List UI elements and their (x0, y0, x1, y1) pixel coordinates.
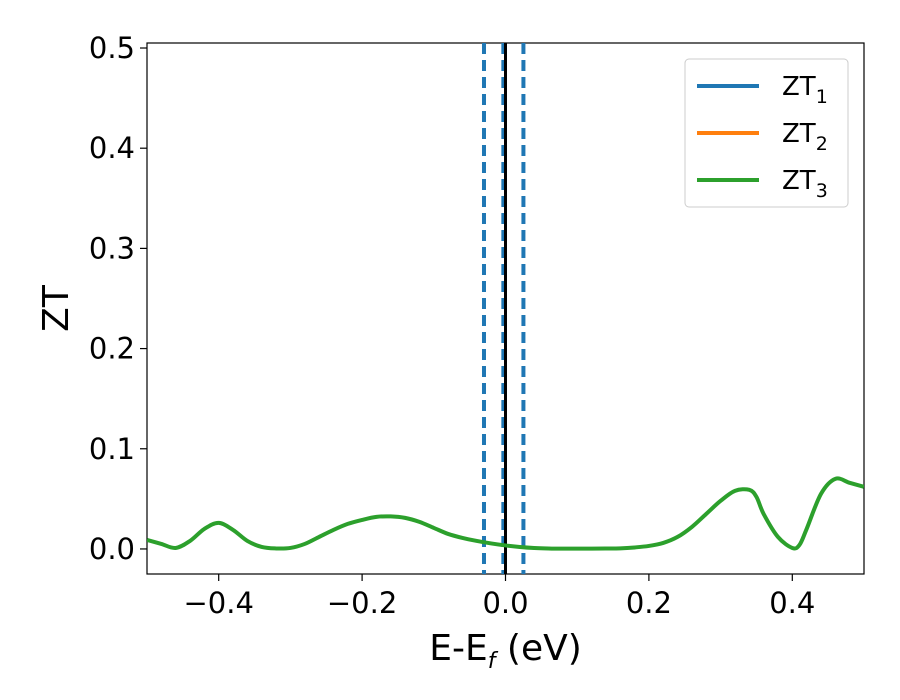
legend-item-3: ZT3 (697, 166, 828, 202)
series-lines (147, 476, 864, 551)
x-tick-label: −0.2 (327, 586, 397, 620)
x-tick-label: −0.4 (183, 586, 253, 620)
legend: ZT1 ZT2 ZT3 (684, 58, 849, 208)
y-axis-label: ZT (36, 284, 77, 332)
y-tick-label: 0.4 (89, 131, 135, 165)
vertical-markers (481, 43, 526, 574)
x-axis-label: E-Ef (eV) (429, 628, 582, 674)
legend-box (684, 58, 849, 208)
y-tick-label: 0.5 (89, 31, 135, 65)
legend-label: ZT3 (782, 166, 828, 202)
x-tick-label: 0.2 (626, 586, 672, 620)
legend-item-2: ZT2 (697, 119, 828, 155)
y-tick-label: 0.0 (89, 532, 135, 566)
y-tick-label: 0.3 (89, 231, 135, 265)
y-axis-ticks: 0.0 0.1 0.2 0.3 0.4 0.5 (89, 31, 147, 566)
y-tick-label: 0.1 (89, 432, 135, 466)
x-tick-label: 0.4 (769, 586, 815, 620)
legend-label: ZT1 (782, 72, 828, 108)
x-axis-ticks: −0.4 −0.2 0.0 0.2 0.4 (183, 574, 815, 620)
x-tick-label: 0.0 (482, 586, 528, 620)
legend-item-1: ZT1 (697, 72, 828, 108)
legend-label: ZT2 (782, 119, 828, 155)
series-line-3 (147, 476, 864, 551)
y-tick-label: 0.2 (89, 332, 135, 366)
